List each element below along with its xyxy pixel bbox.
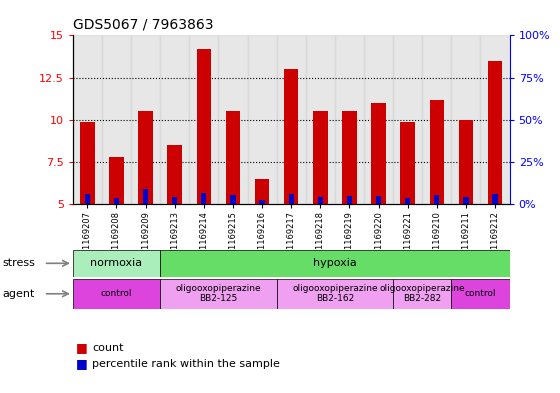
Bar <box>488 61 502 204</box>
Text: GDS5067 / 7963863: GDS5067 / 7963863 <box>73 17 213 31</box>
Bar <box>430 99 444 204</box>
Bar <box>393 35 422 204</box>
Bar <box>480 35 510 204</box>
Text: control: control <box>101 289 132 298</box>
Bar <box>73 250 160 277</box>
Bar <box>138 112 153 204</box>
Text: control: control <box>465 289 496 298</box>
Text: count: count <box>92 343 124 353</box>
Bar <box>248 35 277 204</box>
Bar <box>201 193 207 204</box>
Bar <box>230 195 236 204</box>
Bar <box>85 194 90 204</box>
Bar <box>109 157 124 204</box>
Text: normoxia: normoxia <box>90 258 143 268</box>
Bar <box>255 179 269 204</box>
Bar <box>434 195 440 204</box>
Bar <box>160 279 277 309</box>
Bar <box>364 35 393 204</box>
Bar <box>160 250 510 277</box>
Bar <box>277 279 393 309</box>
Bar <box>102 35 131 204</box>
Text: hypoxia: hypoxia <box>313 258 357 268</box>
Bar <box>226 112 240 204</box>
Bar <box>80 121 95 204</box>
Bar <box>114 198 119 204</box>
Text: ■: ■ <box>76 341 87 354</box>
Bar <box>189 35 218 204</box>
Bar <box>318 197 323 204</box>
Bar <box>405 198 410 204</box>
Bar <box>451 279 510 309</box>
Bar <box>277 35 306 204</box>
Bar <box>400 121 415 204</box>
Text: stress: stress <box>3 258 36 268</box>
Bar <box>306 35 335 204</box>
Bar <box>342 112 357 204</box>
Bar <box>284 69 298 204</box>
Bar <box>73 35 102 204</box>
Bar <box>288 194 294 204</box>
Bar <box>167 145 182 204</box>
Bar <box>197 49 211 204</box>
Bar <box>313 112 328 204</box>
Bar <box>172 197 178 204</box>
Bar <box>143 189 148 204</box>
Bar <box>492 194 498 204</box>
Bar <box>393 279 451 309</box>
Bar <box>73 279 160 309</box>
Bar <box>335 35 364 204</box>
Text: percentile rank within the sample: percentile rank within the sample <box>92 358 280 369</box>
Text: oligooxopiperazine
BB2-282: oligooxopiperazine BB2-282 <box>380 284 465 303</box>
Text: oligooxopiperazine
BB2-125: oligooxopiperazine BB2-125 <box>176 284 261 303</box>
Bar <box>459 120 473 204</box>
Bar <box>259 200 265 204</box>
Text: oligooxopiperazine
BB2-162: oligooxopiperazine BB2-162 <box>292 284 377 303</box>
Bar <box>451 35 480 204</box>
Bar <box>376 196 381 204</box>
Bar <box>218 35 248 204</box>
Text: ■: ■ <box>76 357 87 370</box>
Bar <box>160 35 189 204</box>
Bar <box>371 103 386 204</box>
Bar <box>463 197 469 204</box>
Bar <box>347 196 352 204</box>
Bar <box>422 35 451 204</box>
Bar <box>131 35 160 204</box>
Text: agent: agent <box>3 289 35 299</box>
